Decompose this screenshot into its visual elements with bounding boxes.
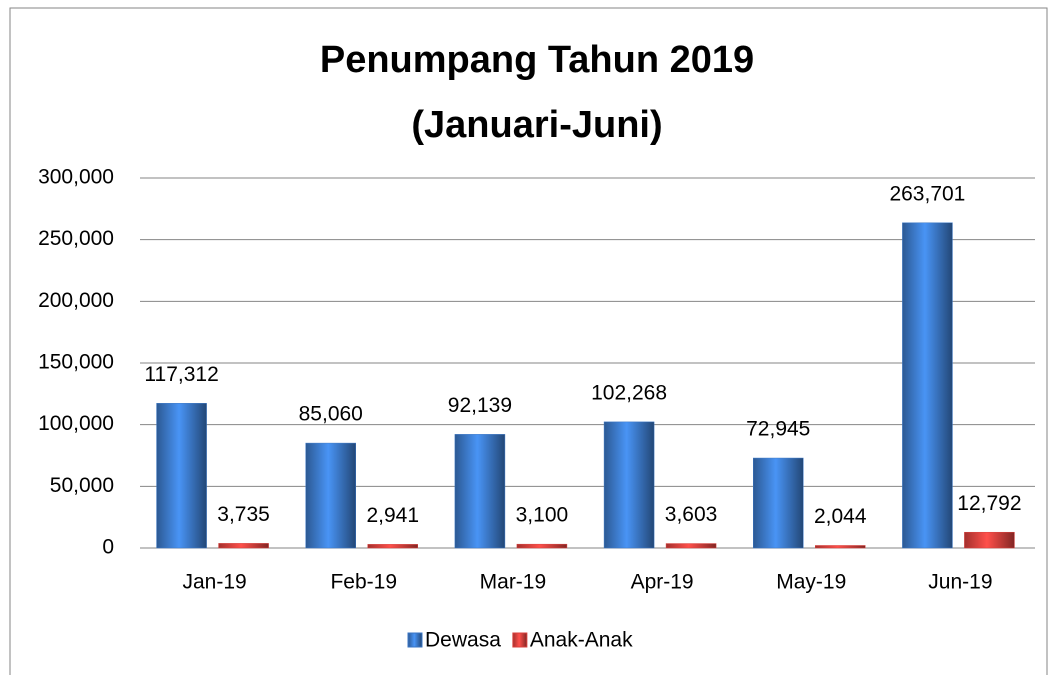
bar [454, 434, 506, 549]
value-label: 117,312 [144, 363, 218, 386]
value-label: 3,735 [217, 503, 270, 526]
y-tick-label: 50,000 [50, 474, 114, 497]
bar [964, 531, 1015, 549]
y-tick-label: 250,000 [38, 227, 114, 250]
value-label: 263,701 [889, 182, 965, 205]
value-label: 3,100 [516, 504, 569, 527]
y-tick-label: 300,000 [38, 166, 114, 189]
y-tick-label: 100,000 [38, 412, 114, 435]
y-tick-label: 200,000 [38, 289, 114, 312]
bar [815, 545, 866, 549]
x-tick-label: Feb-19 [330, 571, 397, 594]
bar [218, 543, 269, 549]
value-label: 85,060 [299, 403, 363, 426]
value-label: 2,044 [814, 505, 867, 528]
chart-border [9, 7, 1048, 675]
value-label: 12,792 [957, 492, 1021, 515]
chart-title: Penumpang Tahun 2019 [320, 39, 754, 81]
x-tick-label: Apr-19 [631, 571, 694, 594]
bar [305, 442, 356, 549]
bar [367, 544, 418, 549]
bar [665, 543, 717, 549]
x-tick-label: Jan-19 [182, 571, 246, 594]
legend-label: Dewasa [425, 629, 501, 652]
legend-swatch [407, 632, 423, 648]
x-tick-label: Jun-19 [928, 571, 992, 594]
y-tick-label: 150,000 [38, 351, 114, 374]
bar [603, 421, 655, 549]
y-tick-label: 0 [102, 536, 114, 559]
chart-title: (Januari-Juni) [411, 104, 662, 146]
value-label: 102,268 [591, 381, 667, 404]
bar [902, 222, 953, 549]
bar [753, 457, 804, 549]
bar [156, 403, 207, 549]
legend-swatch [512, 632, 528, 648]
value-label: 3,603 [665, 503, 718, 526]
legend-label: Anak-Anak [530, 629, 633, 652]
x-tick-label: May-19 [776, 571, 846, 594]
value-label: 2,941 [366, 504, 419, 527]
x-tick-label: Mar-19 [480, 571, 547, 594]
value-label: 92,139 [448, 394, 512, 417]
value-label: 72,945 [746, 418, 810, 441]
bar [516, 543, 568, 549]
